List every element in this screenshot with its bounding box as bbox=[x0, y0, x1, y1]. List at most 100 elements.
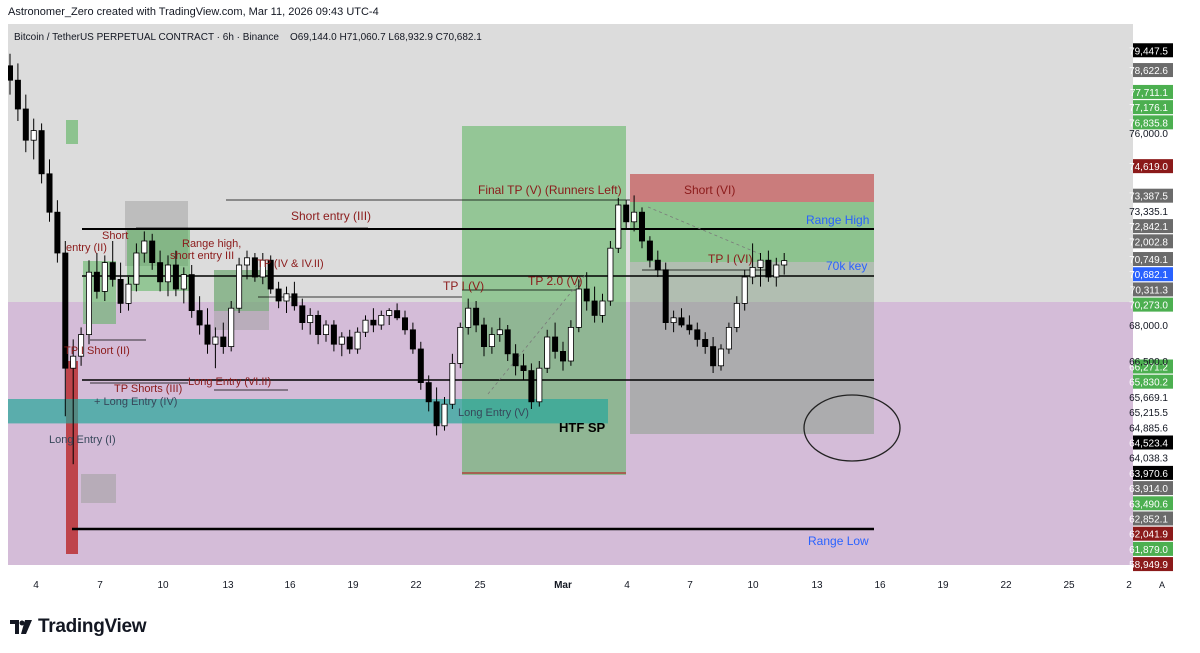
candle-down[interactable] bbox=[425, 382, 432, 403]
candle-down[interactable] bbox=[54, 211, 61, 254]
candle-down[interactable] bbox=[346, 336, 353, 350]
candle-down[interactable] bbox=[370, 319, 377, 326]
annotation-range-high-short-entry-iii[interactable]: short entry III bbox=[170, 250, 234, 262]
candle-down[interactable] bbox=[710, 346, 717, 367]
candle-down[interactable] bbox=[417, 348, 424, 383]
annotation-short-entry-ii[interactable]: Short bbox=[102, 230, 128, 242]
candle-up[interactable] bbox=[30, 130, 37, 141]
annotation-tp-i-vi[interactable]: TP I (VI) bbox=[708, 252, 752, 266]
candle-up[interactable] bbox=[354, 331, 361, 350]
candle-up[interactable] bbox=[733, 302, 740, 328]
candle-down[interactable] bbox=[480, 324, 487, 348]
annotation-short-vi[interactable]: Short (VI) bbox=[684, 183, 735, 197]
annotation-tp-shorts-iii-long-entry-iv[interactable]: + Long Entry (IV) bbox=[94, 396, 177, 408]
candle-down[interactable] bbox=[188, 274, 195, 312]
candle-up[interactable] bbox=[338, 336, 345, 345]
annotation-short-entry-iii[interactable]: Short entry (III) bbox=[291, 209, 371, 223]
annotation-short-entry-ii[interactable]: entry (II) bbox=[66, 242, 107, 254]
candle-up[interactable] bbox=[378, 314, 385, 326]
annotation-tp-iv-iv-ii[interactable]: TP (IV & IV.II) bbox=[257, 258, 324, 270]
candle-up[interactable] bbox=[773, 264, 780, 278]
candle-down[interactable] bbox=[552, 336, 559, 352]
candle-down[interactable] bbox=[109, 262, 116, 280]
candle-up[interactable] bbox=[441, 403, 448, 427]
candle-down[interactable] bbox=[560, 350, 567, 362]
candle-down[interactable] bbox=[46, 173, 53, 213]
candle-down[interactable] bbox=[520, 365, 527, 371]
candle-up[interactable] bbox=[259, 259, 266, 278]
candle-down[interactable] bbox=[433, 401, 440, 427]
candle-up[interactable] bbox=[725, 326, 732, 350]
annotation-70k-key[interactable]: 70k key bbox=[826, 259, 867, 273]
hand-drawn-circle[interactable] bbox=[803, 394, 901, 462]
candle-down[interactable] bbox=[62, 252, 69, 369]
candle-down[interactable] bbox=[149, 240, 156, 264]
candle-down[interactable] bbox=[8, 65, 13, 81]
candle-up[interactable] bbox=[741, 276, 748, 304]
annotation-range-low[interactable]: Range Low bbox=[808, 534, 869, 548]
candle-down[interactable] bbox=[196, 310, 203, 326]
annotation-tp-2-0-v[interactable]: TP 2.0 (V) bbox=[528, 274, 582, 288]
candle-down[interactable] bbox=[583, 288, 590, 302]
candle-up[interactable] bbox=[567, 326, 574, 362]
candle-down[interactable] bbox=[401, 317, 408, 331]
candle-up[interactable] bbox=[465, 307, 472, 328]
candle-down[interactable] bbox=[528, 370, 535, 403]
candle-up[interactable] bbox=[386, 310, 393, 316]
candle-down[interactable] bbox=[93, 271, 100, 292]
candle-up[interactable] bbox=[631, 211, 638, 223]
candle-up[interactable] bbox=[457, 326, 464, 364]
trend-projection-line[interactable] bbox=[487, 273, 587, 395]
annotation-htf-sp[interactable]: HTF SP bbox=[559, 420, 606, 435]
candle-up[interactable] bbox=[70, 355, 77, 369]
candle-down[interactable] bbox=[646, 240, 653, 261]
annotation-tp-i-v[interactable]: TP I (V) bbox=[443, 279, 484, 293]
candle-up[interactable] bbox=[615, 204, 622, 249]
candle-down[interactable] bbox=[694, 329, 701, 340]
candle-up[interactable] bbox=[228, 307, 235, 348]
candle-down[interactable] bbox=[204, 324, 211, 345]
candle-up[interactable] bbox=[575, 288, 582, 328]
candle-up[interactable] bbox=[757, 259, 764, 268]
candle-up[interactable] bbox=[283, 293, 290, 302]
candle-down[interactable] bbox=[275, 288, 282, 302]
candle-up[interactable] bbox=[607, 247, 614, 302]
candle-down[interactable] bbox=[251, 257, 258, 278]
candle-down[interactable] bbox=[299, 305, 306, 323]
candle-down[interactable] bbox=[512, 353, 519, 367]
candle-up[interactable] bbox=[307, 314, 314, 323]
annotation-tp-i-short-ii[interactable]: TP I Short (II) bbox=[64, 345, 130, 357]
candle-up[interactable] bbox=[496, 329, 503, 335]
annotation-long-entry-vi-ii[interactable]: Long Entry (VI.II) bbox=[188, 376, 271, 388]
candle-down[interactable] bbox=[117, 278, 124, 304]
candle-up[interactable] bbox=[749, 266, 756, 278]
annotation-long-entry-i[interactable]: Long Entry (I) bbox=[49, 434, 116, 446]
candle-up[interactable] bbox=[449, 362, 456, 405]
candle-down[interactable] bbox=[330, 324, 337, 345]
legend-symbol[interactable]: Bitcoin / TetherUS PERPETUAL CONTRACT · … bbox=[14, 32, 279, 43]
annotation-long-entry-v[interactable]: Long Entry (V) bbox=[458, 407, 529, 419]
candle-down[interactable] bbox=[14, 79, 21, 110]
annotation-tp-shorts-iii-long-entry-iv[interactable]: TP Shorts (III) bbox=[114, 383, 182, 395]
candle-down[interactable] bbox=[662, 269, 669, 324]
candle-up[interactable] bbox=[243, 257, 250, 266]
annotation-range-high-short-entry-iii[interactable]: Range high, bbox=[182, 238, 241, 250]
candle-up[interactable] bbox=[78, 334, 85, 357]
candle-down[interactable] bbox=[504, 329, 511, 355]
trend-projection-line[interactable] bbox=[647, 206, 761, 255]
annotation-final-tp-v[interactable]: Final TP (V) (Runners Left) bbox=[478, 183, 622, 197]
candle-up[interactable] bbox=[236, 264, 243, 309]
candle-down[interactable] bbox=[473, 307, 480, 326]
candle-up[interactable] bbox=[488, 334, 495, 348]
candle-up[interactable] bbox=[322, 324, 329, 335]
candle-up[interactable] bbox=[101, 262, 108, 292]
candle-up[interactable] bbox=[599, 300, 606, 316]
candle-up[interactable] bbox=[133, 252, 140, 285]
candle-down[interactable] bbox=[639, 211, 646, 242]
candle-up[interactable] bbox=[164, 264, 171, 283]
candle-up[interactable] bbox=[670, 317, 677, 323]
candle-down[interactable] bbox=[157, 262, 164, 283]
candle-down[interactable] bbox=[315, 314, 322, 335]
candle-down[interactable] bbox=[654, 259, 661, 271]
